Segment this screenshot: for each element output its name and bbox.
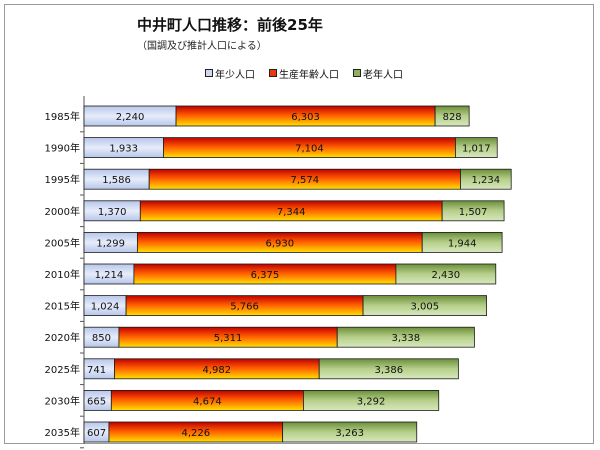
bar-segment-old — [395, 263, 497, 285]
legend-label-old: 老年人口 — [363, 69, 403, 81]
data-label-old: 1,017 — [462, 144, 491, 155]
legend-item-young: 年少人口 — [205, 66, 255, 81]
data-label-young: 1,024 — [91, 302, 120, 313]
bar-segment-old — [460, 168, 512, 190]
bar-segment-old — [362, 295, 487, 317]
legend-swatch-old — [353, 69, 361, 77]
y-tick-label: 2030年 — [45, 394, 80, 407]
data-label-old: 1,234 — [472, 175, 501, 186]
bar-segment-old — [441, 200, 505, 222]
y-tick-label: 2005年 — [45, 236, 80, 249]
chart-subtitle: （国調及び推計人口による） — [137, 41, 267, 52]
data-label-working: 7,104 — [295, 144, 324, 155]
y-tick-label: 1990年 — [45, 142, 80, 155]
bar-segment-old — [421, 231, 503, 253]
data-label-working: 5,766 — [230, 302, 259, 313]
data-label-working: 6,303 — [291, 112, 320, 123]
data-label-old: 3,292 — [357, 396, 386, 407]
chart-title: 中井町人口推移：前後25年 — [137, 16, 323, 34]
data-label-working: 7,574 — [291, 175, 320, 186]
data-label-old: 1,507 — [459, 207, 488, 218]
data-label-young: 850 — [92, 333, 111, 344]
data-label-old: 3,005 — [411, 302, 440, 313]
data-label-working: 5,311 — [214, 333, 243, 344]
data-label-old: 3,386 — [374, 365, 403, 376]
y-tick-label: 2035年 — [45, 426, 80, 439]
data-label-working: 7,344 — [277, 207, 306, 218]
y-tick-label: 1995年 — [45, 173, 80, 186]
bar-segment-old — [318, 358, 459, 380]
data-label-young: 1,214 — [95, 270, 124, 281]
data-label-working: 4,674 — [193, 396, 222, 407]
y-tick-label: 2025年 — [45, 363, 80, 376]
data-label-old: 828 — [443, 112, 462, 123]
data-label-old: 2,430 — [432, 270, 461, 281]
data-label-young: 741 — [87, 365, 106, 376]
legend-label-working: 生産年齢人口 — [279, 69, 339, 81]
bar-segment-old — [303, 389, 440, 411]
legend-swatch-young — [205, 69, 213, 77]
bar-segment-old — [455, 137, 498, 159]
data-label-young: 1,370 — [98, 207, 127, 218]
bar-segment-old — [336, 326, 475, 348]
data-label-young: 2,240 — [116, 112, 145, 123]
legend-item-old: 老年人口 — [353, 66, 403, 81]
y-tick-label: 2000年 — [45, 205, 80, 218]
bar-segment-old — [282, 421, 418, 443]
data-label-working: 4,982 — [203, 365, 232, 376]
data-label-old: 3,338 — [391, 333, 420, 344]
data-label-old: 1,944 — [448, 238, 477, 249]
y-tick-label: 1985年 — [45, 110, 80, 123]
data-label-young: 1,586 — [102, 175, 131, 186]
data-label-old: 3,263 — [335, 428, 364, 439]
legend-label-young: 年少人口 — [215, 69, 255, 81]
data-label-young: 607 — [87, 428, 106, 439]
bar-segment-old — [434, 105, 470, 127]
bars-layer: 1985年 2,240 6,303 828 1990年 1,933 7,104 1,017 19… — [45, 105, 512, 449]
data-label-working: 6,375 — [251, 270, 280, 281]
y-tick-label: 2020年 — [45, 331, 80, 344]
data-label-working: 6,930 — [265, 238, 294, 249]
y-tick-label: 2010年 — [45, 268, 80, 281]
data-label-working: 4,226 — [181, 428, 210, 439]
data-label-young: 1,933 — [109, 144, 138, 155]
chart-legend: 年少人口 生産年齢人口 老年人口 — [205, 66, 403, 81]
legend-item-working: 生産年齢人口 — [269, 66, 339, 81]
y-tick-label: 2015年 — [45, 300, 80, 313]
data-label-young: 1,299 — [96, 238, 125, 249]
data-label-young: 665 — [87, 396, 106, 407]
legend-swatch-working — [269, 69, 277, 77]
